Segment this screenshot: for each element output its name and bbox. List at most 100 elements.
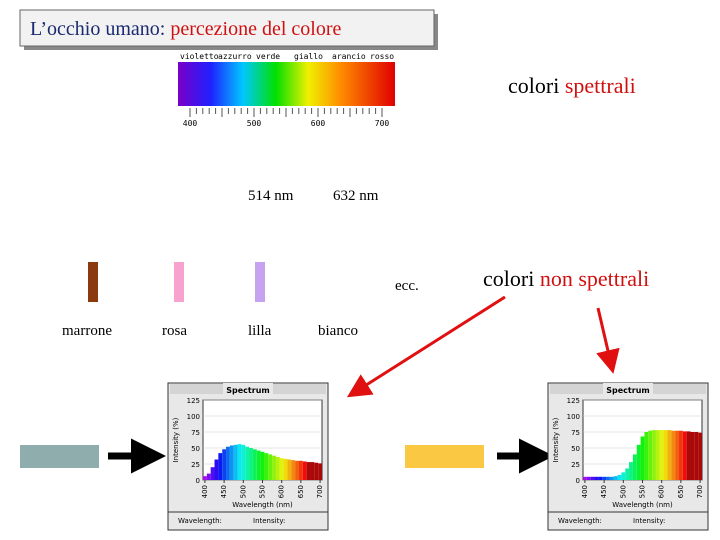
x-tick-label: 550 <box>639 485 647 498</box>
spectrum-bar <box>609 476 614 480</box>
label-part: spettrali <box>565 73 636 98</box>
spectrum-bar <box>233 444 238 480</box>
spectrum-bar <box>617 474 622 480</box>
spectrum-bar <box>237 444 242 480</box>
spectrum-bar <box>287 459 292 480</box>
y-tick-label: 50 <box>191 445 200 453</box>
swatch-label: bianco <box>318 323 358 339</box>
spectrum-bar <box>686 431 691 480</box>
y-tick-label: 100 <box>567 413 580 421</box>
arrow <box>596 307 620 374</box>
spectrum-bar <box>256 450 261 480</box>
color-name: verde <box>256 52 280 61</box>
label-part: non spettrali <box>540 266 649 291</box>
x-tick-label: 400 <box>581 485 589 498</box>
spectrum-bar <box>283 458 288 480</box>
y-tick-label: 25 <box>191 461 200 469</box>
spectrum-bar <box>295 460 299 480</box>
color-name: arancio <box>332 52 366 61</box>
spectrum-bar <box>602 476 607 480</box>
swatch-label: lilla <box>248 323 272 339</box>
spectrum-bar <box>663 430 668 480</box>
spectrum-bar <box>214 459 219 480</box>
x-tick-label: 450 <box>220 485 228 498</box>
y-tick-label: 75 <box>191 429 200 437</box>
spectrum-bar <box>226 446 230 480</box>
scale-label: 700 <box>375 119 390 128</box>
spectrum-bar <box>652 430 656 480</box>
x-tick-label: 700 <box>696 485 704 498</box>
spectrum-bar <box>698 432 702 480</box>
spectrum-bar <box>272 455 276 480</box>
swatch-label: marrone <box>62 323 112 339</box>
spectrum-bar <box>598 476 603 480</box>
x-tick-label: 400 <box>201 485 209 498</box>
y-tick-label: 125 <box>187 397 200 405</box>
label-part: colori <box>508 73 559 98</box>
y-tick-label: 75 <box>571 429 580 437</box>
spectrum-bar <box>586 476 591 480</box>
footer-right: Intensity: <box>633 517 665 525</box>
arrow <box>346 295 506 398</box>
color-name: violetto <box>180 52 219 61</box>
swatch <box>88 262 98 302</box>
scale-label: 500 <box>247 119 262 128</box>
spectrum-bar <box>310 462 315 480</box>
spectrum-bar <box>606 476 610 480</box>
spectrum-bar <box>229 445 234 480</box>
swatch <box>174 262 184 302</box>
scale-label: 400 <box>183 119 198 128</box>
label-part: colori <box>483 266 534 291</box>
footer-left: Wavelength: <box>178 517 222 525</box>
x-tick-label: 650 <box>677 485 685 498</box>
x-tick-label: 500 <box>619 485 627 498</box>
spectrum-bar <box>275 456 280 480</box>
non-spectral-label: colori non spettrali <box>483 266 649 291</box>
spectrum-bar <box>682 431 687 480</box>
spectrum-bar <box>206 473 211 480</box>
spectrum-bar <box>659 430 664 480</box>
spectrum-bar <box>613 476 618 480</box>
title-part: L’occhio umano: <box>30 18 165 40</box>
spectrum-bar <box>667 430 672 480</box>
spectrum-bar <box>318 463 322 480</box>
spectrum-bar <box>306 462 311 480</box>
spectrum-bar <box>218 453 223 480</box>
spectrum-bar <box>260 451 265 480</box>
spectrum-bar <box>252 449 257 480</box>
color-name: giallo <box>294 52 323 61</box>
spectrum-bar <box>241 444 246 480</box>
spectrum-bar <box>632 454 637 480</box>
spectrum-bar <box>640 436 645 480</box>
x-tick-label: 450 <box>600 485 608 498</box>
wavelength: 514 nm <box>248 188 294 204</box>
y-tick-label: 25 <box>571 461 580 469</box>
x-tick-label: 700 <box>316 485 324 498</box>
spectrum-bar <box>590 476 595 480</box>
window-title: Spectrum <box>606 386 649 395</box>
spectrum-bar <box>678 430 683 480</box>
y-axis-label: Intensity (%) <box>172 417 180 462</box>
color-swatch <box>405 445 484 468</box>
spectrum-bar <box>245 446 250 480</box>
color-swatch <box>20 445 99 468</box>
swatch <box>255 262 265 302</box>
spectrum-bar <box>655 430 660 480</box>
title-part: percezione del colore <box>170 18 341 40</box>
footer-left: Wavelength: <box>558 517 602 525</box>
y-tick-label: 100 <box>187 413 200 421</box>
title-bg <box>603 383 653 395</box>
title-bg <box>223 383 273 395</box>
spectrum-bar <box>314 462 319 480</box>
x-tick-label: 600 <box>278 485 286 498</box>
title: L’occhio umano: percezione del colore <box>30 18 341 40</box>
spectrum-bar <box>279 458 284 480</box>
spectrum-bar <box>648 430 653 480</box>
spectrum-bar <box>249 448 253 480</box>
title-box <box>19 9 435 47</box>
spectrum-bar <box>264 453 269 480</box>
spectrum-bar <box>671 430 676 480</box>
x-axis-label: Wavelength (nm) <box>612 501 673 509</box>
y-tick-label: 50 <box>571 445 580 453</box>
